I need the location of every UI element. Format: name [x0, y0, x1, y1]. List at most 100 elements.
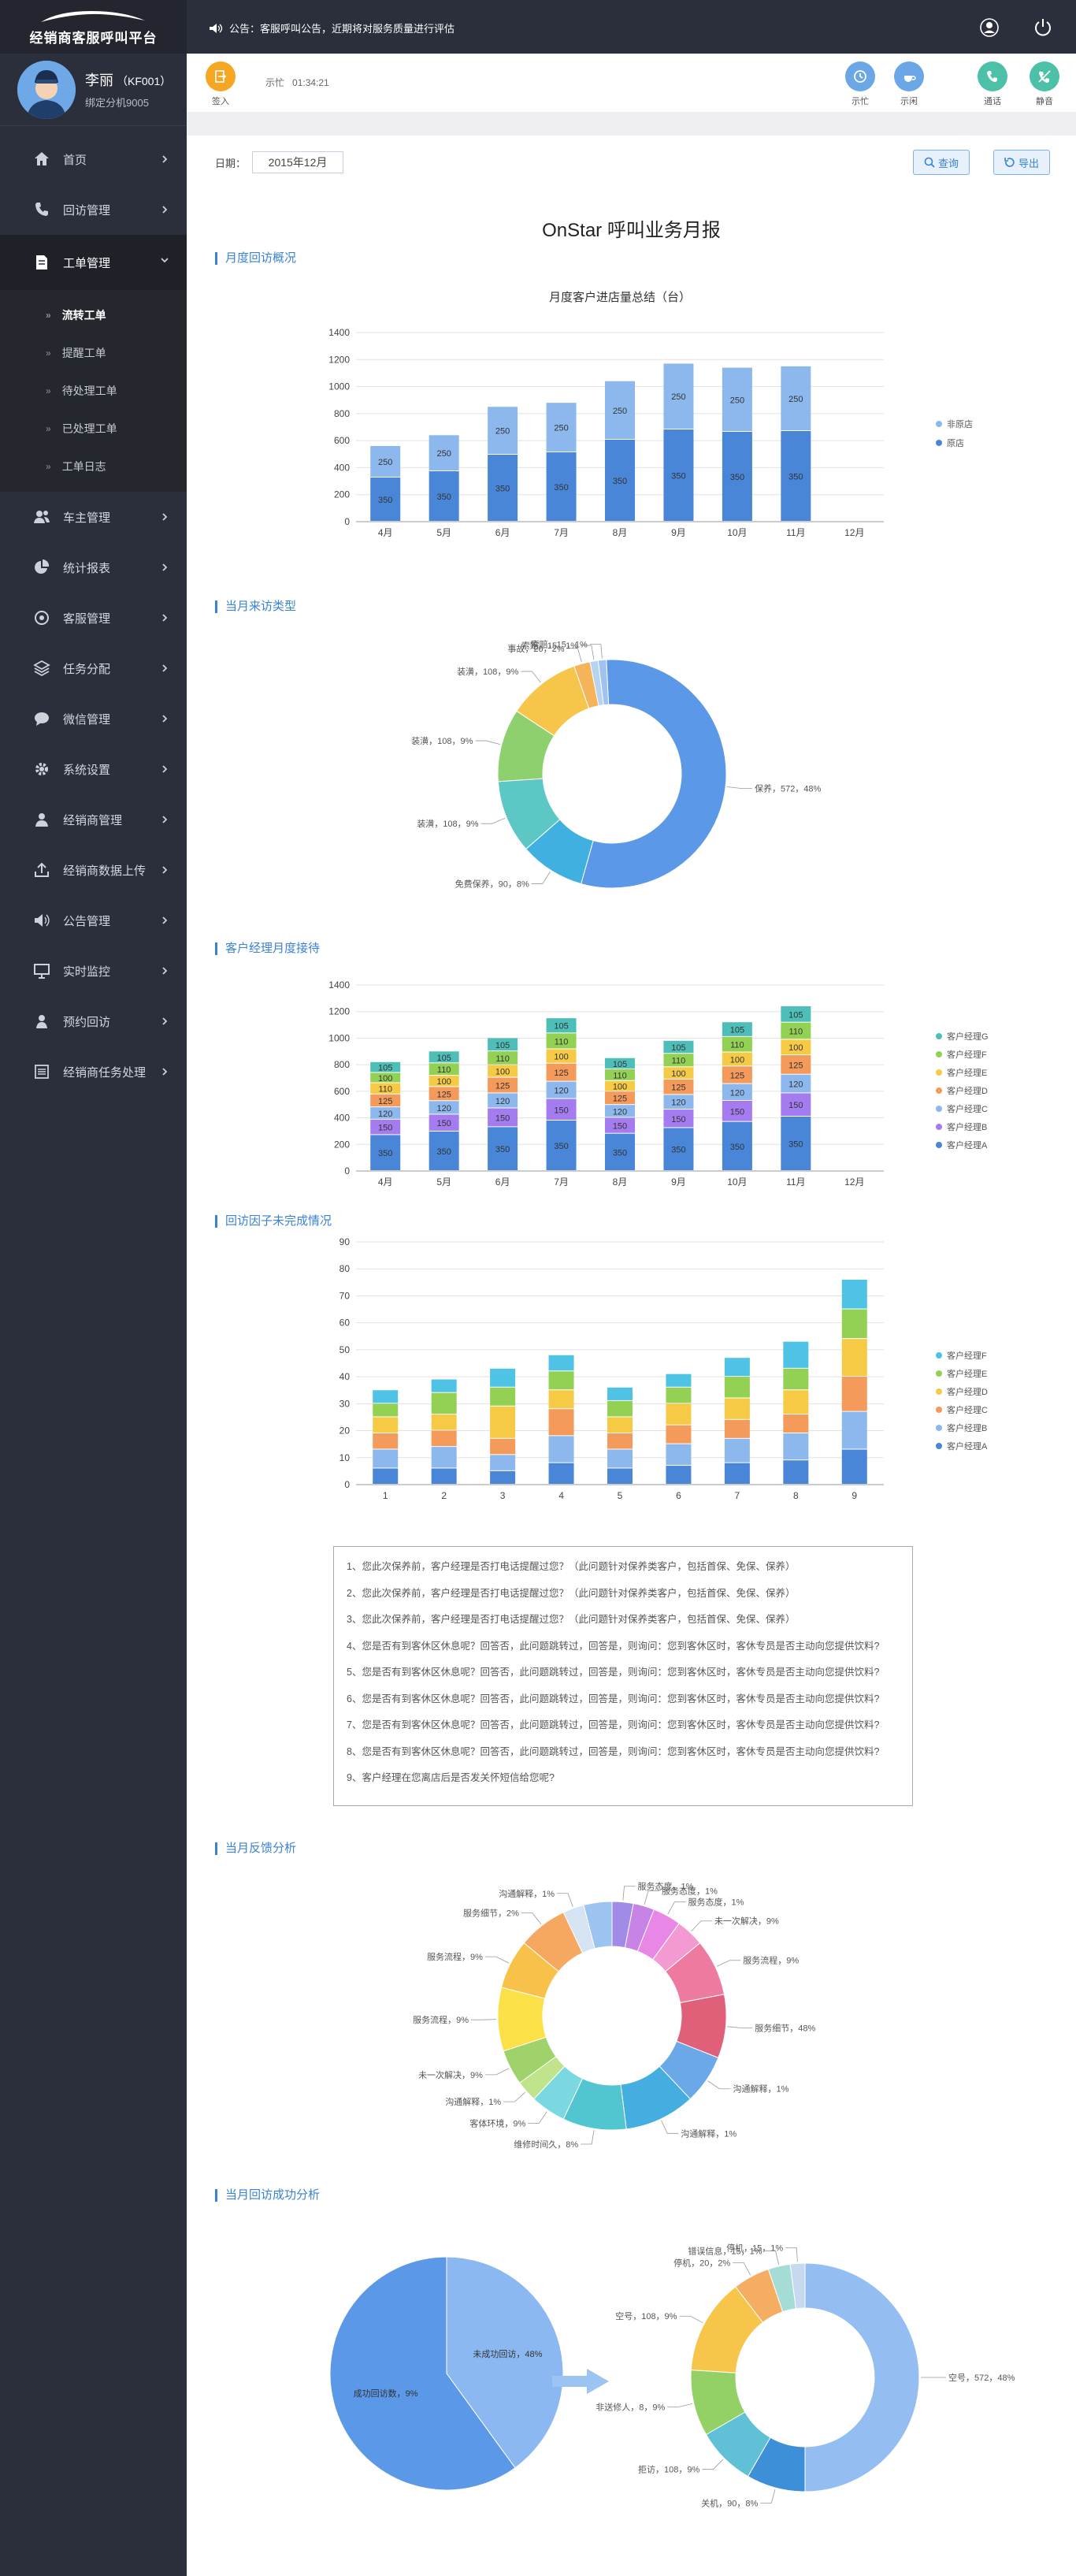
phone-call-icon — [987, 71, 997, 82]
bar-segment — [663, 429, 694, 521]
x-tick-label: 12月 — [844, 527, 864, 538]
leader-line — [521, 1912, 542, 1925]
bar-segment — [666, 1425, 692, 1444]
bar-segment — [370, 1107, 401, 1119]
sidebar-item-3[interactable]: 工单管理 — [0, 235, 187, 290]
x-tick-label: 6月 — [495, 1176, 510, 1188]
chart-monthly-visits: 月度客户进店量总结（台） 0 200 400 600 800 1000 1200 1400 4月 3… — [328, 291, 973, 538]
signin-button[interactable]: 签入 — [201, 61, 240, 107]
bar-value-label: 150 — [613, 1122, 627, 1132]
idle-button[interactable]: 示闲 — [889, 61, 929, 107]
date-picker[interactable]: 2015年12月 — [252, 151, 344, 173]
bar-segment — [605, 1105, 635, 1117]
sidebar-item-label: 预约回访 — [63, 1015, 111, 1029]
y-tick-label: 0 — [344, 516, 350, 527]
sidebar-item-label: 微信管理 — [63, 712, 111, 727]
leader-line — [622, 1886, 636, 1901]
busy-button[interactable]: 示忙 — [840, 61, 880, 107]
search-icon — [924, 157, 935, 168]
bar-value-label: 110 — [495, 1054, 510, 1064]
agent-avatar-icon — [17, 60, 76, 119]
sidebar-item-9[interactable]: 系统设置 — [0, 744, 187, 794]
user-profile-icon[interactable] — [979, 17, 1000, 38]
submenu-item-4[interactable]: » 已处理工单 — [0, 410, 187, 448]
busy-label: 示忙 — [852, 97, 869, 106]
legend-swatch — [936, 1033, 942, 1039]
upload-icon — [35, 862, 49, 877]
sidebar: 经销商客服呼叫平台 李丽 （KF001） 绑定分机9005 首页 回访管理 工单管理 »… — [0, 0, 187, 2576]
bar-value-label: 350 — [495, 1145, 510, 1154]
sidebar-item-14[interactable]: 预约回访 — [0, 996, 187, 1046]
people-icon — [34, 511, 50, 523]
date-label: 日期： — [215, 157, 247, 169]
bar-segment — [841, 1279, 867, 1309]
bar-segment — [841, 1411, 867, 1449]
y-tick-label: 1400 — [328, 327, 350, 338]
sidebar-item-15[interactable]: 经销商任务处理 — [0, 1046, 187, 1097]
bar-segment — [370, 1135, 401, 1170]
chevron-down-icon — [161, 258, 169, 263]
bar-segment — [429, 1087, 459, 1101]
power-icon[interactable] — [1033, 17, 1053, 38]
leader-line — [484, 1956, 510, 1964]
bar-segment — [666, 1466, 692, 1484]
legend-swatch — [936, 1388, 942, 1395]
legend-swatch — [936, 1069, 942, 1076]
sidebar-item-12[interactable]: 公告管理 — [0, 895, 187, 946]
sidebar-item-7[interactable]: 任务分配 — [0, 643, 187, 693]
bar-value-label: 120 — [495, 1097, 510, 1106]
sidebar-item-8[interactable]: 微信管理 — [0, 693, 187, 744]
bar-segment — [607, 1433, 633, 1449]
legend-label: 客户经理A — [947, 1139, 988, 1150]
sidebar-item-1[interactable]: 首页 — [0, 134, 187, 184]
leader-line — [589, 644, 603, 659]
submenu-item-1[interactable]: » 流转工单 — [0, 296, 187, 334]
export-button[interactable]: 导出 — [993, 150, 1050, 175]
bar-segment — [429, 1076, 459, 1087]
bar-segment — [663, 1067, 694, 1079]
bar-value-label: 105 — [671, 1043, 685, 1053]
sidebar-item-10[interactable]: 经销商管理 — [0, 794, 187, 845]
bar-value-label: 120 — [436, 1104, 451, 1113]
legend-swatch — [936, 1051, 942, 1058]
bar-segment — [607, 1400, 633, 1417]
call-button[interactable]: 通话 — [973, 61, 1012, 107]
sidebar-item-6[interactable]: 客服管理 — [0, 593, 187, 643]
submenu-item-5[interactable]: » 工单日志 — [0, 448, 187, 485]
slice-label: 装潢，108，9% — [411, 736, 473, 746]
x-tick-label: 9月 — [671, 527, 686, 538]
sidebar-item-11[interactable]: 经销商数据上传 — [0, 845, 187, 895]
submenu-item-2[interactable]: » 提醒工单 — [0, 334, 187, 372]
legend-swatch — [936, 1370, 942, 1377]
sidebar-item-label: 任务分配 — [63, 662, 111, 676]
bar-value-label: 105 — [613, 1060, 627, 1069]
sidebar-item-13[interactable]: 实时监控 — [0, 946, 187, 996]
bar-segment — [663, 1128, 694, 1170]
mute-button[interactable]: 静音 — [1025, 61, 1064, 107]
submenu-label: 工单日志 — [61, 460, 106, 473]
slice-label: 免费保养，90，8% — [455, 878, 529, 889]
y-tick-label: 400 — [334, 462, 350, 473]
submenu-item-3[interactable]: » 待处理工单 — [0, 372, 187, 410]
bar-segment — [488, 455, 518, 521]
chevron-right-icon — [162, 967, 168, 975]
bar-segment — [781, 1116, 811, 1170]
bar-segment — [783, 1368, 809, 1390]
sidebar-item-4[interactable]: 车主管理 — [0, 492, 187, 542]
sidebar-item-5[interactable]: 统计报表 — [0, 542, 187, 593]
bar-value-label: 100 — [788, 1043, 803, 1053]
bar-segment — [548, 1409, 574, 1436]
bullet-icon: » — [46, 310, 51, 321]
mute-label: 静音 — [1036, 97, 1053, 106]
legend-label: 客户经理A — [947, 1440, 988, 1452]
layers-icon — [33, 660, 50, 677]
sidebar-item-2[interactable]: 回访管理 — [0, 184, 187, 235]
bar-value-label: 350 — [378, 1149, 392, 1158]
bar-segment — [488, 1093, 518, 1108]
bar-value-label: 100 — [613, 1083, 627, 1092]
sidebar-item-label: 实时监控 — [63, 965, 111, 979]
bar-segment — [370, 1119, 401, 1135]
bar-segment — [841, 1339, 867, 1377]
query-button[interactable]: 查询 — [913, 150, 970, 175]
piechart-icon — [35, 559, 50, 574]
